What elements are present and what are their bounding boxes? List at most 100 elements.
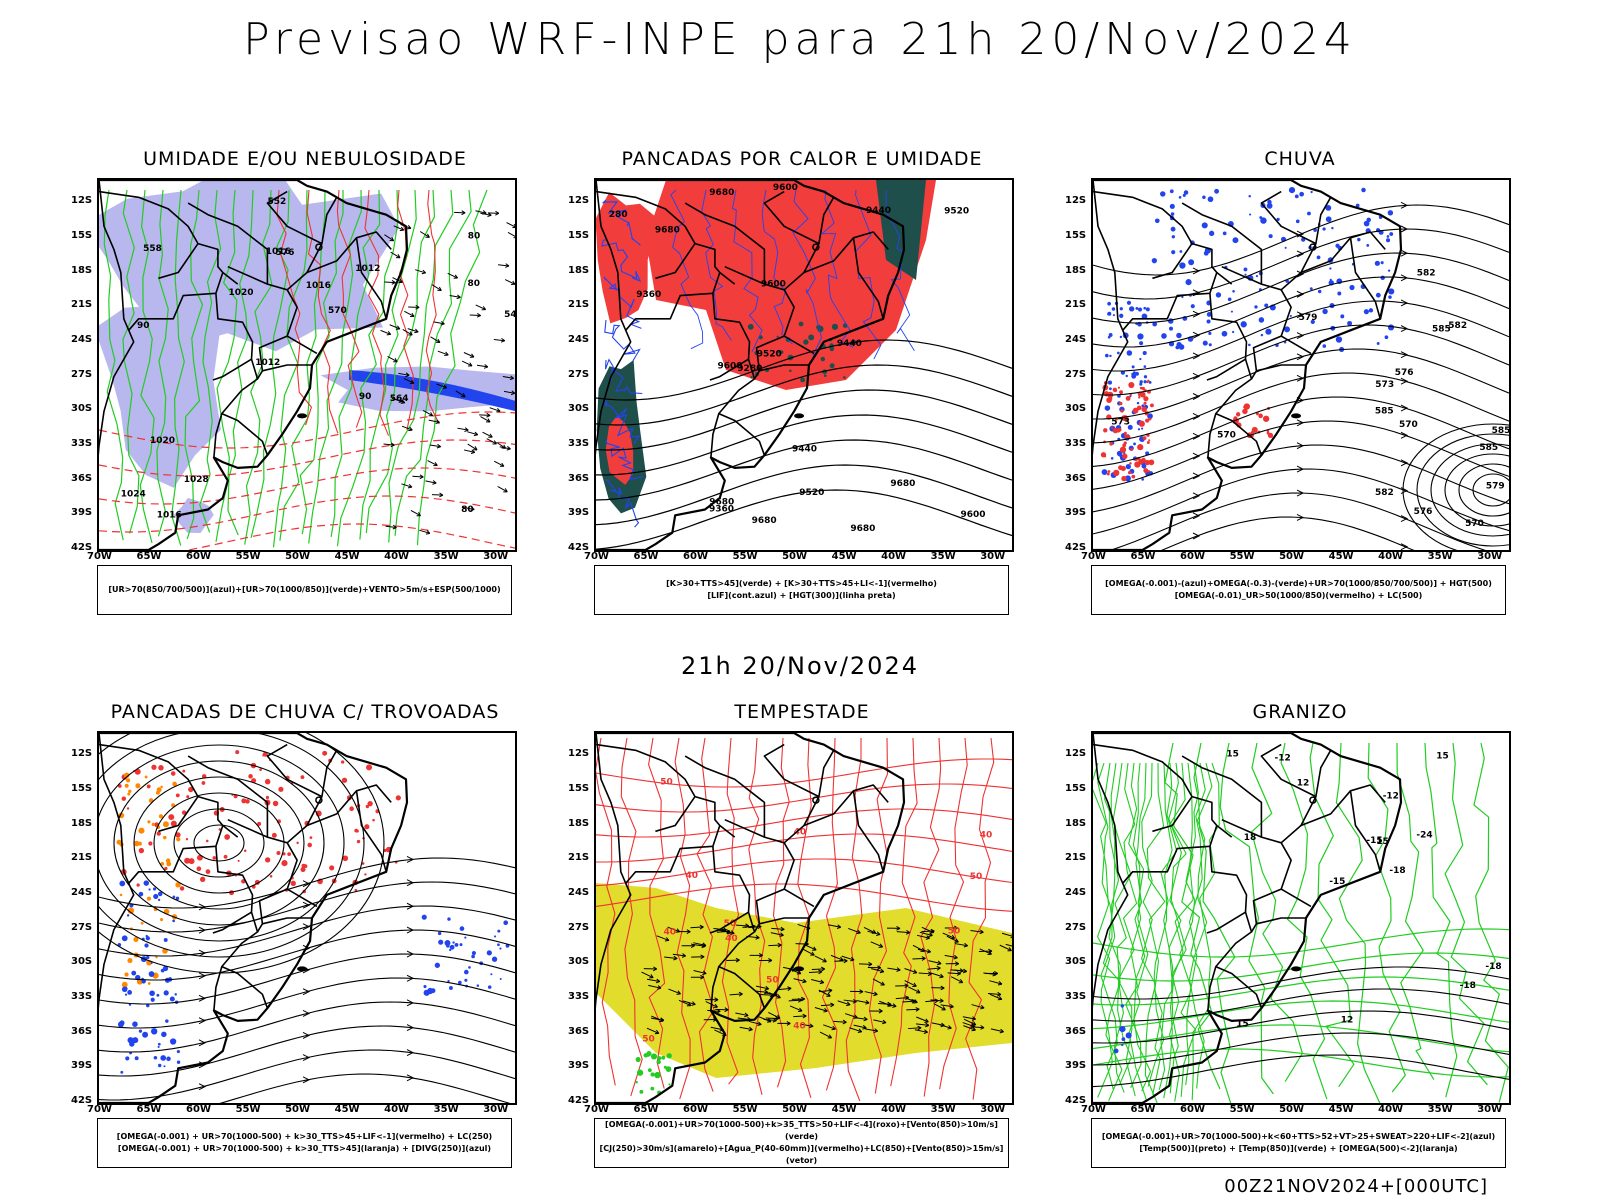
contour-label: 1024: [121, 490, 146, 500]
latitude-label: 21S: [1065, 852, 1087, 864]
longitude-label: 35W: [1427, 1104, 1453, 1115]
contour-label: 579: [1486, 481, 1505, 491]
longitude-label: 40W: [881, 551, 907, 562]
coastline: [99, 733, 409, 1103]
border-line: [355, 237, 387, 320]
longitude-label: 70W: [584, 551, 609, 562]
map-panel: 80 90 80 1012 1012 1016 1016 1016 1020 1020 1024 10…: [97, 178, 517, 552]
coastline: [1093, 733, 1403, 1103]
latitude-label: 30S: [71, 403, 93, 415]
federal-district: [812, 243, 820, 251]
latitude-label: 24S: [71, 333, 93, 345]
contour-label: 576: [1395, 368, 1414, 378]
longitude-label: 70W: [584, 1104, 609, 1115]
panel-title: PANCADAS DE CHUVA C/ TROVOADAS: [110, 701, 500, 723]
legend-line: [OMEGA(-0.001)-(azul)+OMEGA(-0.3)-(verde…: [1105, 579, 1492, 588]
contour-label: 9600: [761, 279, 786, 289]
longitude-label: 40W: [384, 551, 410, 562]
legend-line: [OMEGA(-0.01)_UR>50(1000/850)(vermelho) …: [1174, 591, 1423, 600]
contour-label: 579: [1299, 313, 1318, 323]
border-line: [1250, 917, 1305, 933]
latitude-label: 42S: [568, 1095, 590, 1106]
contour-label: 9680: [655, 225, 680, 235]
contour-label: 573: [1111, 417, 1130, 427]
latitude-label: 30S: [1065, 403, 1087, 415]
contour-label: 546: [504, 310, 515, 320]
contour-label: 570: [1399, 420, 1418, 430]
latitude-label: 27S: [568, 921, 590, 933]
border-line: [655, 796, 696, 833]
contour-label: 50: [948, 926, 961, 936]
latitude-label: 27S: [71, 921, 93, 933]
border-line: [266, 190, 323, 245]
latitude-label: 33S: [568, 990, 590, 1002]
contour-label: 558: [143, 244, 162, 254]
contour-label: 9600: [718, 361, 743, 371]
legend-line: [UR>70(850/700/500)](azul)+[UR>70(1000/8…: [108, 585, 501, 594]
border-line: [258, 888, 318, 924]
contour-label: 570: [1465, 519, 1484, 529]
map-panel: 50 40 50 40 40 50 40 50 40 50 40 50: [594, 731, 1014, 1105]
contour-label: 585: [1432, 325, 1451, 335]
contour-label: 50: [766, 976, 779, 986]
border-line: [187, 755, 269, 838]
longitude-label: 70W: [87, 551, 112, 562]
border-line: [684, 202, 766, 285]
contour-label: 1016: [157, 511, 182, 521]
border-line: [1206, 293, 1248, 381]
latitude-label: 24S: [1065, 886, 1087, 898]
latitude-label: 33S: [1065, 437, 1087, 449]
contour-label: 12: [1341, 1015, 1354, 1025]
contour-label: -12: [1275, 753, 1291, 763]
contour-label: 9520: [757, 350, 782, 360]
longitude-label: 45W: [831, 1104, 857, 1115]
latitude-label: 18S: [568, 264, 590, 276]
latitude-label: 18S: [1065, 817, 1087, 829]
longitude-label: 40W: [881, 1104, 907, 1115]
longitude-label: 70W: [87, 1104, 112, 1115]
border-line: [1181, 202, 1263, 285]
latitude-label: 39S: [1065, 1060, 1087, 1072]
latitude-label: 36S: [568, 472, 590, 484]
contour-label: 576: [276, 248, 295, 258]
contour-label: 9440: [837, 339, 862, 349]
contour-label: 582: [1375, 488, 1394, 498]
contour-label: 50: [970, 872, 983, 882]
longitude-label: 65W: [1130, 1104, 1156, 1115]
longitude-label: 60W: [683, 551, 708, 562]
longitude-label: 55W: [1229, 1104, 1255, 1115]
contour-label: 1016: [306, 281, 331, 291]
border-line: [852, 237, 884, 320]
longitude-label: 30W: [980, 1104, 1006, 1115]
contour-label: -18: [1460, 981, 1476, 991]
latitude-label: 24S: [568, 886, 590, 898]
latitude-label: 18S: [568, 817, 590, 829]
border-line: [128, 825, 224, 884]
run-timestamp: 00Z21NOV2024+[000UTC]: [1224, 1176, 1488, 1197]
longitude-label: 50W: [285, 1104, 311, 1115]
contour-label: -18: [1389, 866, 1405, 876]
contour-label: -24: [1416, 831, 1432, 841]
latitude-label: 12S: [1065, 195, 1087, 207]
legend-line: [OMEGA(-0.001) + UR>70(1000-500) + k>30_…: [116, 1132, 493, 1141]
longitude-label: 30W: [980, 551, 1006, 562]
contour-label: 40: [686, 871, 699, 881]
border-line: [1207, 413, 1217, 458]
contour-label: 40: [794, 828, 807, 838]
legend-line: [OMEGA(-0.001) + UR>70(1000-500) + k>30_…: [117, 1144, 492, 1153]
border-line: [1260, 190, 1317, 245]
forecast-time-subtitle: 21h 20/Nov/2024: [680, 652, 919, 680]
contour-label: 9520: [799, 488, 824, 498]
latitude-label: 33S: [568, 437, 590, 449]
latitude-label: 30S: [71, 956, 93, 968]
longitude-label: 45W: [1328, 1104, 1354, 1115]
contour-label: 576: [1414, 507, 1433, 517]
border-line: [256, 917, 311, 933]
latitude-label: 42S: [71, 542, 93, 553]
contour-label: 80: [461, 505, 474, 515]
longitude-label: 40W: [1378, 1104, 1404, 1115]
latitude-label: 36S: [568, 1025, 590, 1037]
longitude-label: 30W: [483, 551, 509, 562]
border-line: [1300, 231, 1386, 274]
